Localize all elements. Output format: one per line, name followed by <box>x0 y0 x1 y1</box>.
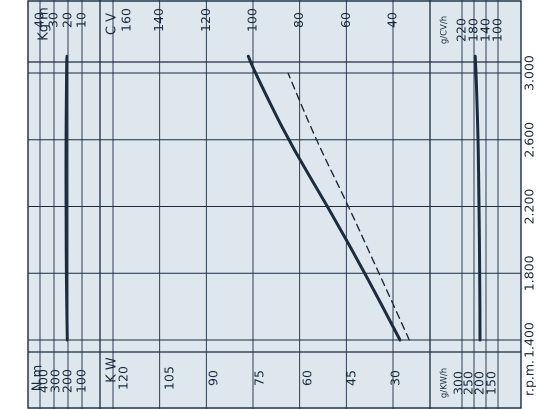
power-dashed-curve <box>287 72 410 341</box>
cv-tick-label: 160 <box>119 8 134 32</box>
rpm-tick-label: 3.000 <box>522 55 537 91</box>
nm-tick-label: 300 <box>48 369 63 393</box>
cv-tick-label: 40 <box>385 12 400 28</box>
kw-tick-label: 120 <box>116 366 131 390</box>
kw-tick-label: 90 <box>206 370 221 386</box>
cv-tick-label: 60 <box>338 12 353 28</box>
plot-panel <box>28 0 521 409</box>
gkwh-label: g/KW/h <box>440 368 450 398</box>
kgm-tick-label: 20 <box>60 12 75 28</box>
gcvh-tick-label: 100 <box>490 18 505 42</box>
torque-curve <box>64 54 69 342</box>
gkwh-tick-label: 200 <box>472 371 487 395</box>
cv-tick-label: 80 <box>291 12 306 28</box>
kw-tick-label: 60 <box>300 370 315 386</box>
power-curve <box>246 54 402 342</box>
rpm-tick-label: 1.400 <box>522 322 537 358</box>
nm-label: N m <box>31 365 46 392</box>
kw-label: K W <box>105 357 120 383</box>
kw-tick-label: 75 <box>252 370 267 386</box>
gkwh-tick-label: 150 <box>484 371 499 395</box>
consumption-curve <box>473 54 482 342</box>
kgm-label: Kg m <box>37 7 52 41</box>
kw-tick-label: 45 <box>344 370 359 386</box>
nm-tick-label: 400 <box>36 369 51 393</box>
nm-tick-label: 200 <box>60 369 75 393</box>
gcvh-tick-label: 140 <box>478 18 493 42</box>
rpm-tick-label: 1.800 <box>522 255 537 291</box>
gkwh-tick-label: 250 <box>461 371 476 395</box>
gcvh-tick-label: 220 <box>454 18 469 42</box>
kw-tick-label: 30 <box>388 370 403 386</box>
rpm-axis-label: r.p.m. <box>522 360 537 396</box>
rpm-tick-label: 2.600 <box>522 122 537 158</box>
cv-label: C V <box>105 13 120 35</box>
gkwh-tick-label: 300 <box>451 371 466 395</box>
outer-border <box>27 0 522 409</box>
rpm-tick-label: 2.200 <box>522 189 537 225</box>
cv-tick-label: 100 <box>245 8 260 32</box>
kgm-tick-label: 40 <box>32 12 47 28</box>
cv-tick-label: 140 <box>151 8 166 32</box>
nm-tick-label: 100 <box>74 369 89 393</box>
gcvh-tick-label: 180 <box>466 18 481 42</box>
cv-tick-label: 120 <box>198 8 213 32</box>
kw-tick-label: 105 <box>162 366 177 390</box>
kgm-tick-label: 10 <box>74 12 89 28</box>
kgm-tick-label: 30 <box>46 12 61 28</box>
gcvh-label: g/CV/h <box>440 16 450 44</box>
